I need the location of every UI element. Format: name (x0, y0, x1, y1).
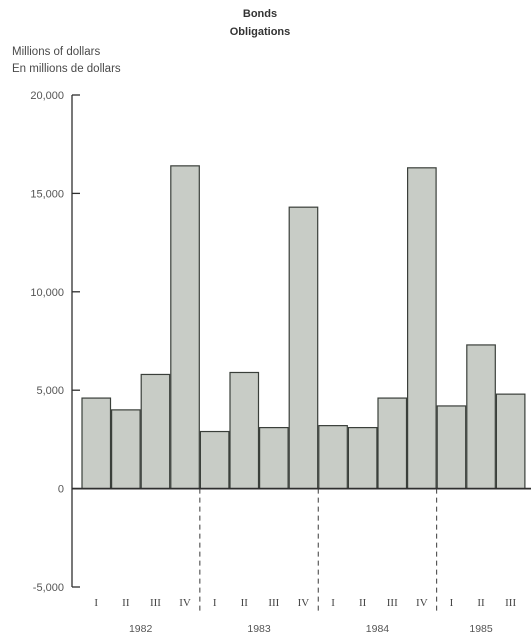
year-label: 1983 (247, 623, 271, 635)
y-axis-label-en: Millions of dollars (12, 46, 101, 58)
quarter-label: IV (179, 597, 191, 609)
quarter-label: III (150, 597, 161, 609)
chart-subtitle: Obligations (229, 26, 291, 38)
y-tick-label: 15,000 (30, 188, 64, 200)
bar (229, 371, 260, 490)
year-label: 1982 (129, 623, 153, 635)
bar (81, 397, 112, 490)
y-axis-label-fr: En millions de dollars (12, 63, 121, 75)
bar (288, 206, 319, 490)
bar (495, 393, 526, 490)
bar (407, 167, 437, 490)
bar (377, 397, 408, 490)
bar (318, 425, 348, 490)
quarter-label: IV (416, 597, 428, 609)
bar (259, 426, 289, 490)
bar (110, 409, 141, 490)
year-label: 1984 (366, 623, 390, 635)
quarter-label: I (450, 597, 454, 609)
quarter-label: III (387, 597, 398, 609)
quarter-label: II (122, 597, 130, 609)
y-tick-label: 10,000 (30, 287, 64, 299)
quarter-label: I (331, 597, 335, 609)
quarter-label: I (213, 597, 217, 609)
bar (466, 344, 496, 490)
y-tick-label: -5,000 (33, 582, 64, 594)
quarter-label: II (477, 597, 485, 609)
year-label: 1985 (469, 623, 493, 635)
quarter-label: II (241, 597, 249, 609)
quarter-label: IV (298, 597, 310, 609)
quarter-label: I (94, 597, 98, 609)
bar (347, 426, 378, 490)
y-tick-label: 0 (58, 484, 64, 496)
quarter-label: II (359, 597, 367, 609)
y-tick-label: 20,000 (30, 90, 64, 102)
quarter-label: III (505, 597, 516, 609)
quarter-label: III (268, 597, 279, 609)
bar (199, 430, 230, 490)
bar (140, 373, 171, 490)
bar (436, 405, 467, 490)
y-tick-label: 5,000 (36, 385, 64, 397)
chart-title: Bonds (242, 8, 278, 20)
bar (170, 165, 200, 490)
